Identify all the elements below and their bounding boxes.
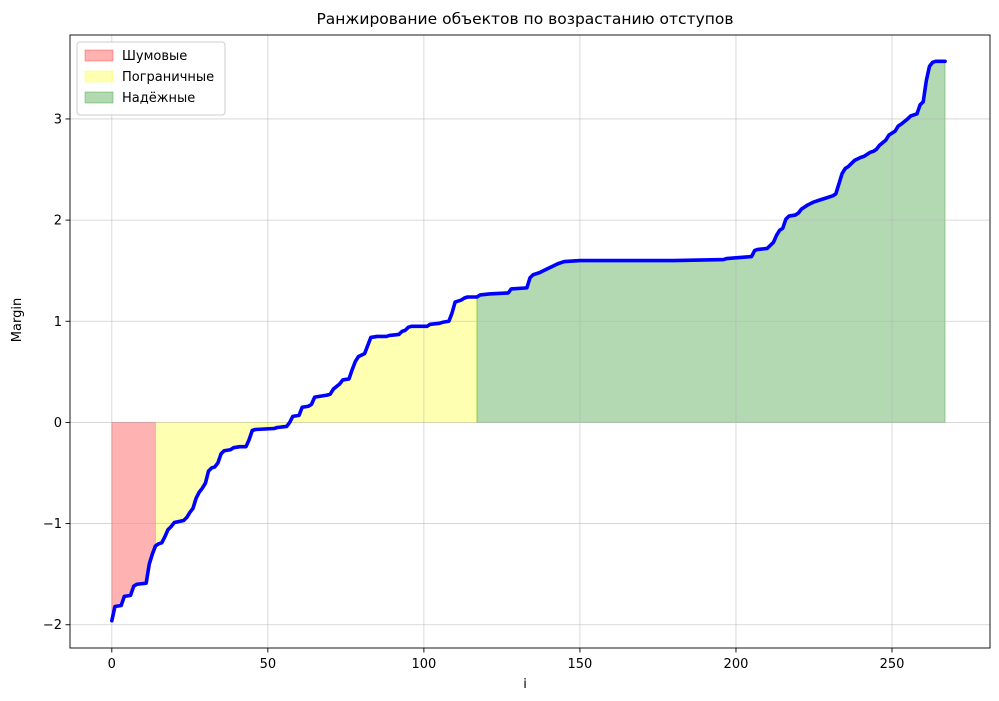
x-tick-label: 50 [260, 657, 277, 672]
chart-title: Ранжирование объектов по возрастанию отс… [316, 10, 733, 28]
y-tick-label: 1 [54, 315, 62, 330]
legend-swatch-3 [84, 91, 114, 104]
axes-frame [69, 34, 991, 649]
x-axis-label: i [523, 677, 527, 692]
x-tick-label: 150 [568, 657, 593, 672]
legend-label-2: Пограничные [122, 70, 214, 85]
legend-label-3: Надёжные [122, 91, 195, 106]
legend-swatch-2 [84, 70, 114, 83]
y-tick-label: 0 [54, 416, 62, 431]
legend: Шумовые Пограничные Надёжные [76, 41, 226, 116]
y-tick-label: −2 [43, 618, 62, 633]
x-tick-label: 0 [108, 657, 116, 672]
plot-area: 0 50 100 150 200 250 −2 −1 0 1 2 3 Шумовые Пограничны… [43, 34, 991, 672]
x-tick-label: 250 [880, 657, 905, 672]
legend-swatch-1 [84, 49, 114, 62]
margin-curve [110, 59, 947, 623]
legend-box [76, 41, 226, 116]
y-tick-label: −1 [43, 517, 62, 532]
y-tick-label: 2 [54, 214, 62, 229]
x-tick-label: 100 [411, 657, 436, 672]
x-tick-label: 200 [724, 657, 749, 672]
y-axis-label: Margin [10, 298, 25, 342]
legend-label-1: Шумовые [122, 49, 187, 64]
y-tick-label: 3 [54, 112, 62, 127]
